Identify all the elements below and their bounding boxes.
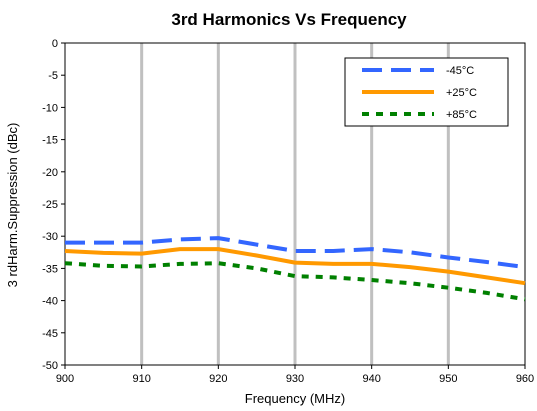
- chart-title: 3rd Harmonics Vs Frequency: [171, 10, 407, 29]
- y-tick-label: -50: [42, 360, 58, 372]
- series-line-1: [64, 247, 526, 286]
- y-tick-label: -25: [42, 199, 58, 211]
- x-tick-label: 900: [56, 373, 74, 385]
- y-tick-label: -45: [42, 328, 58, 340]
- legend-label-1: +25°C: [446, 87, 477, 99]
- x-tick-label: 960: [516, 373, 534, 385]
- x-tick-label: 920: [209, 373, 227, 385]
- legend-label-2: +85°C: [446, 109, 477, 121]
- y-tick-label: -40: [42, 296, 58, 308]
- y-tick-label: -15: [42, 135, 58, 147]
- series-lines: [64, 236, 526, 302]
- x-tick-label: 930: [286, 373, 304, 385]
- series-line-0: [65, 236, 526, 270]
- y-tick-label: -20: [42, 167, 58, 179]
- y-tick-label: -30: [42, 231, 58, 243]
- x-tick-label: 940: [362, 373, 380, 385]
- x-tick-label: 950: [439, 373, 457, 385]
- series-line-2: [64, 261, 526, 302]
- y-tick-label: -35: [42, 263, 58, 275]
- x-tick-label: 910: [132, 373, 150, 385]
- x-axis-title: Frequency (MHz): [245, 391, 345, 406]
- legend-label-0: -45°C: [446, 65, 474, 77]
- legend: -45°C +25°C +85°C: [344, 57, 509, 127]
- x-axis-ticks: 900 910 920 930 940 950 960: [56, 365, 534, 385]
- y-axis-title: 3 rdHarm.Suppression (dBc): [5, 123, 20, 288]
- y-tick-label: -10: [42, 102, 58, 114]
- y-axis-ticks: 0 -5 -10 -15 -20 -25 -30 -35 -40 -45 -50: [42, 38, 65, 372]
- y-tick-label: -5: [48, 70, 58, 82]
- y-tick-label: 0: [52, 38, 58, 50]
